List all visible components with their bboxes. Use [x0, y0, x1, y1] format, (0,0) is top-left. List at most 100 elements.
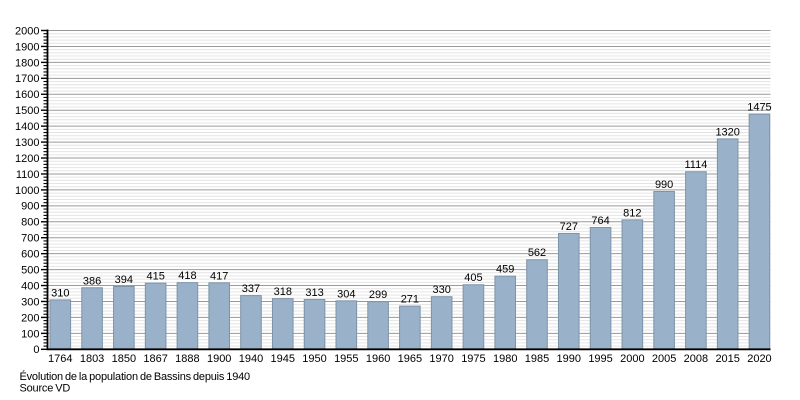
y-axis-label: 1300: [15, 137, 39, 149]
bar: [716, 138, 739, 350]
y-axis-label: 1200: [15, 153, 39, 165]
bar-value-label: 394: [115, 274, 133, 286]
x-axis-labels: 1764 1803 1850 1867 1888 1900 1940 1945 1950 1955…: [48, 353, 772, 365]
bar-value-label: 405: [464, 272, 482, 284]
y-axis-label: 1900: [15, 41, 39, 53]
y-axis-label: 400: [21, 280, 39, 292]
y-axis-label: 1800: [15, 57, 39, 69]
x-axis-label: 1970: [429, 353, 453, 365]
bar: [685, 171, 707, 350]
bar: [557, 232, 580, 350]
bar: [526, 259, 548, 350]
bar-value-label: 386: [83, 275, 101, 287]
x-axis-label: 1965: [398, 353, 422, 365]
y-axis-label: 1000: [15, 185, 39, 197]
bar: [113, 285, 135, 350]
x-axis-label: 1975: [461, 353, 485, 365]
bar-value-label: 812: [623, 207, 641, 219]
bar: [303, 298, 326, 350]
bar-value-label: 764: [591, 215, 609, 227]
y-axis-label: 300: [21, 296, 39, 308]
x-axis-label: 2000: [620, 353, 644, 365]
x-axis-label: 1940: [239, 353, 263, 365]
y-axis-label: 100: [21, 328, 39, 340]
y-axis-ticks: [41, 29, 48, 350]
bar-value-label: 313: [305, 287, 323, 299]
bar: [240, 295, 262, 350]
y-axis-label: 1100: [16, 169, 40, 181]
x-axis-label: 1985: [525, 353, 549, 365]
y-axis-label: 500: [21, 265, 39, 277]
y-axis-label: 0: [33, 344, 39, 356]
bars: [49, 113, 771, 350]
bar: [367, 301, 389, 350]
bar: [81, 287, 103, 350]
bar: [462, 284, 485, 350]
bar-value-label: 318: [274, 286, 292, 298]
bar: [621, 219, 644, 350]
x-axis-label: 1945: [271, 353, 295, 365]
bar: [399, 305, 421, 350]
bar-value-label: 562: [528, 247, 546, 259]
minor-gridlines: [47, 33, 771, 347]
x-axis-label: 2020: [747, 353, 771, 365]
bar-value-label: 330: [432, 284, 450, 296]
y-axis-label: 800: [21, 217, 39, 229]
bar: [176, 282, 199, 350]
x-axis-label: 1950: [302, 353, 326, 365]
bar: [144, 282, 167, 350]
x-axis-label: 2005: [652, 353, 676, 365]
y-axis-label: 900: [21, 201, 39, 213]
chart-title: Évolution de la population de Bassins de…: [20, 370, 251, 383]
bar: [494, 275, 517, 350]
bar-value-label: 304: [337, 288, 355, 300]
bar: [589, 227, 612, 350]
x-axis-label: 2015: [715, 353, 739, 365]
bar-value-label: 727: [560, 221, 578, 233]
bar: [653, 190, 675, 350]
bar-value-label: 459: [496, 264, 514, 276]
bar-value-label: 271: [401, 294, 419, 306]
bar-value-label: 1114: [684, 159, 707, 171]
x-axis-label: 1764: [48, 353, 72, 365]
bar-value-label: 299: [369, 289, 387, 301]
y-axis-label: 1500: [15, 105, 39, 117]
y-axis-label: 600: [21, 249, 39, 261]
x-axis-label: 2008: [684, 353, 708, 365]
bar-value-label: 415: [146, 271, 164, 283]
bar-value-label: 1320: [715, 126, 739, 138]
bar: [430, 296, 453, 350]
x-axis-label: 1888: [175, 353, 199, 365]
y-axis-label: 200: [21, 312, 39, 324]
x-axis-label: 1867: [143, 353, 167, 365]
bar: [335, 300, 358, 350]
y-axis-label: 1600: [15, 89, 39, 101]
y-axis-label: 1400: [15, 121, 39, 133]
x-axis-label: 1900: [207, 353, 231, 365]
bar: [208, 282, 230, 350]
bar-value-label: 337: [242, 283, 260, 295]
bar: [748, 113, 771, 350]
bar-value-label: 1475: [747, 102, 771, 114]
x-axis-label: 1955: [334, 353, 358, 365]
bar: [49, 299, 72, 350]
bar-value-labels: 310 386 394 415 418 417 337 318 313 304 299 271 330 4…: [51, 102, 772, 306]
bar: [271, 298, 294, 350]
chart-source: Source VD: [20, 383, 71, 395]
bar-value-label: 990: [655, 179, 673, 191]
x-axis-label: 1803: [80, 353, 104, 365]
y-axis-label: 1700: [15, 73, 39, 85]
y-axis-labels: 0 100 200 300 400 500 600 700 800 900 1000 1100 1200…: [15, 25, 39, 356]
x-axis-label: 1850: [112, 353, 136, 365]
major-gridlines: [47, 30, 771, 334]
y-axis-label: 700: [21, 233, 39, 245]
bar-value-label: 417: [210, 270, 228, 282]
x-axis-label: 1990: [557, 353, 581, 365]
bar-value-label: 418: [178, 270, 196, 282]
x-axis-label: 1995: [588, 353, 612, 365]
x-axis-label: 1960: [366, 353, 390, 365]
y-axis-label: 2000: [15, 25, 39, 37]
bar-value-label: 310: [51, 287, 69, 299]
